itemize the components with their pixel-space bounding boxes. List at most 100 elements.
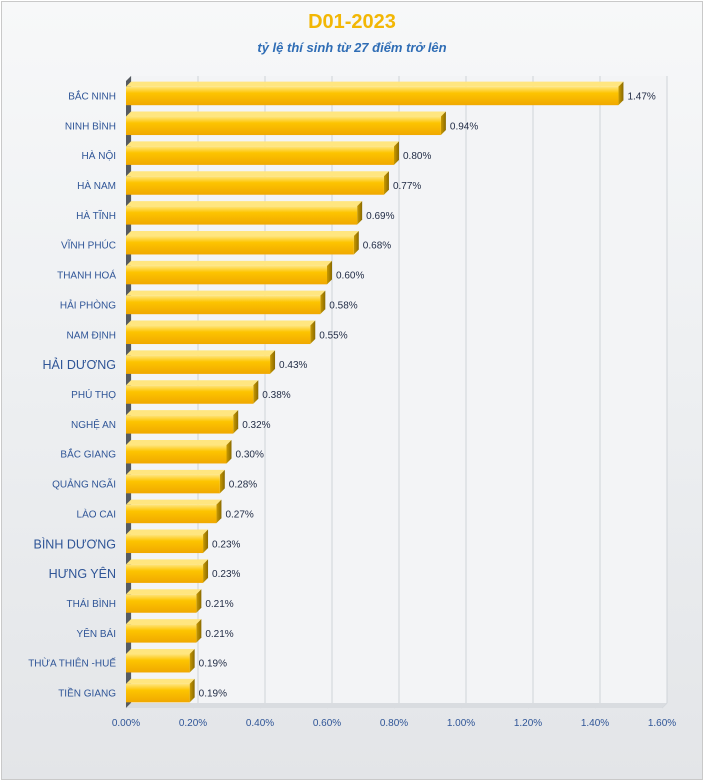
bar-top-face — [126, 81, 624, 87]
bar-top-face — [126, 230, 359, 236]
x-tick-label: 1.60% — [648, 718, 676, 729]
bar-end-face — [216, 499, 222, 524]
bar — [126, 355, 271, 374]
value-label: 0.27% — [225, 509, 253, 520]
category-label: NAM ĐỊNH — [67, 330, 116, 341]
category-label: THỪA THIÊN -HUẾ — [28, 657, 116, 670]
bar — [126, 385, 254, 404]
category-label: THÁI BÌNH — [67, 597, 116, 610]
bar — [126, 176, 384, 195]
value-label: 0.19% — [199, 689, 227, 700]
bar — [126, 474, 220, 494]
bar-end-face — [219, 469, 225, 494]
category-label: NINH BÌNH — [65, 119, 116, 132]
bar-top-face — [126, 320, 316, 326]
value-label: 0.28% — [229, 480, 257, 491]
bar-layer — [126, 81, 624, 703]
label-layer: 0.00% 0.20% 0.40% 0.60% 0.80% 1.00% 1.20% 1.40%… — [28, 89, 676, 729]
bar — [126, 683, 190, 703]
bar-top-face — [126, 439, 232, 445]
bar-end-face — [618, 81, 624, 106]
category-label: YÊN BÁI — [77, 627, 116, 640]
bar-end-face — [440, 111, 446, 136]
bar-top-face — [126, 678, 195, 684]
value-label: 0.77% — [393, 181, 421, 192]
chart-title: D01-2023 — [308, 11, 396, 33]
x-tick-label: 1.00% — [447, 718, 475, 729]
bar-top-face — [126, 589, 202, 595]
bar-top-face — [126, 141, 399, 147]
category-label: HƯNG YÊN — [49, 566, 116, 581]
category-label: PHÚ THỌ — [71, 388, 116, 401]
bar — [126, 235, 354, 255]
x-tick-label: 0.20% — [179, 718, 207, 729]
bar — [126, 564, 204, 583]
value-label: 1.47% — [627, 91, 655, 102]
x-tick-label: 0.80% — [380, 718, 408, 729]
bar — [126, 325, 311, 345]
x-tick-label: 0.40% — [246, 718, 274, 729]
bar — [126, 415, 234, 434]
category-label: HÀ TĨNH — [76, 209, 116, 222]
bar-top-face — [126, 648, 195, 654]
category-label: HÀ NỘI — [82, 149, 116, 162]
x-tick-label: 0.00% — [112, 718, 140, 729]
value-label: 0.55% — [319, 330, 347, 341]
bar-end-face — [310, 320, 316, 345]
bar-end-face — [357, 201, 363, 225]
bar — [126, 534, 204, 554]
category-label: HẢI PHÒNG — [60, 298, 116, 311]
bar-top-face — [126, 529, 209, 535]
bar — [126, 653, 190, 673]
value-label: 0.30% — [236, 450, 264, 461]
bar-end-face — [226, 439, 232, 464]
value-label: 0.19% — [199, 659, 227, 670]
bar-end-face — [353, 230, 359, 255]
value-label: 0.60% — [336, 271, 364, 282]
value-label: 0.68% — [363, 241, 391, 252]
bar-end-face — [196, 589, 202, 613]
bar-top-face — [126, 499, 222, 505]
bar — [126, 116, 441, 136]
x-tick-label: 1.20% — [514, 718, 542, 729]
category-label: QUẢNG NGÃI — [52, 478, 116, 491]
bar-end-face — [270, 350, 276, 374]
value-label: 0.38% — [262, 390, 290, 401]
bar-end-face — [253, 380, 259, 404]
category-label: NGHỆ AN — [71, 418, 116, 431]
bar-end-face — [203, 529, 209, 554]
category-label: HẢI DƯƠNG — [43, 357, 116, 372]
value-label: 0.69% — [366, 211, 394, 222]
bar-end-face — [203, 559, 209, 583]
bar-end-face — [196, 619, 202, 643]
category-label: HÀ NAM — [77, 179, 116, 192]
value-label: 0.43% — [279, 360, 307, 371]
value-label: 0.21% — [205, 629, 233, 640]
bar-top-face — [126, 619, 202, 625]
bar-end-face — [189, 648, 195, 673]
bar-top-face — [126, 260, 332, 266]
bar-top-face — [126, 171, 389, 177]
bar — [126, 295, 321, 315]
x-tick-label: 1.40% — [581, 718, 609, 729]
bar — [126, 86, 619, 106]
chart-subtitle: tỷ lệ thí sinh từ 27 điểm trở lên — [257, 40, 447, 55]
bar-top-face — [126, 201, 363, 207]
bar — [126, 146, 394, 165]
bar-top-face — [126, 111, 446, 117]
bar-top-face — [126, 350, 276, 356]
bar-end-face — [189, 678, 195, 703]
value-label: 0.32% — [242, 420, 270, 431]
value-label: 0.23% — [212, 569, 240, 580]
bar — [126, 504, 217, 524]
bar-top-face — [126, 559, 209, 565]
bar-end-face — [383, 171, 389, 195]
category-label: TIỀN GIANG — [58, 687, 116, 700]
value-label: 0.23% — [212, 539, 240, 550]
bar — [126, 265, 327, 285]
value-label: 0.80% — [403, 151, 431, 162]
bar — [126, 624, 197, 643]
category-label: THANH HOÁ — [57, 269, 116, 282]
x-axis-floor — [126, 703, 667, 708]
